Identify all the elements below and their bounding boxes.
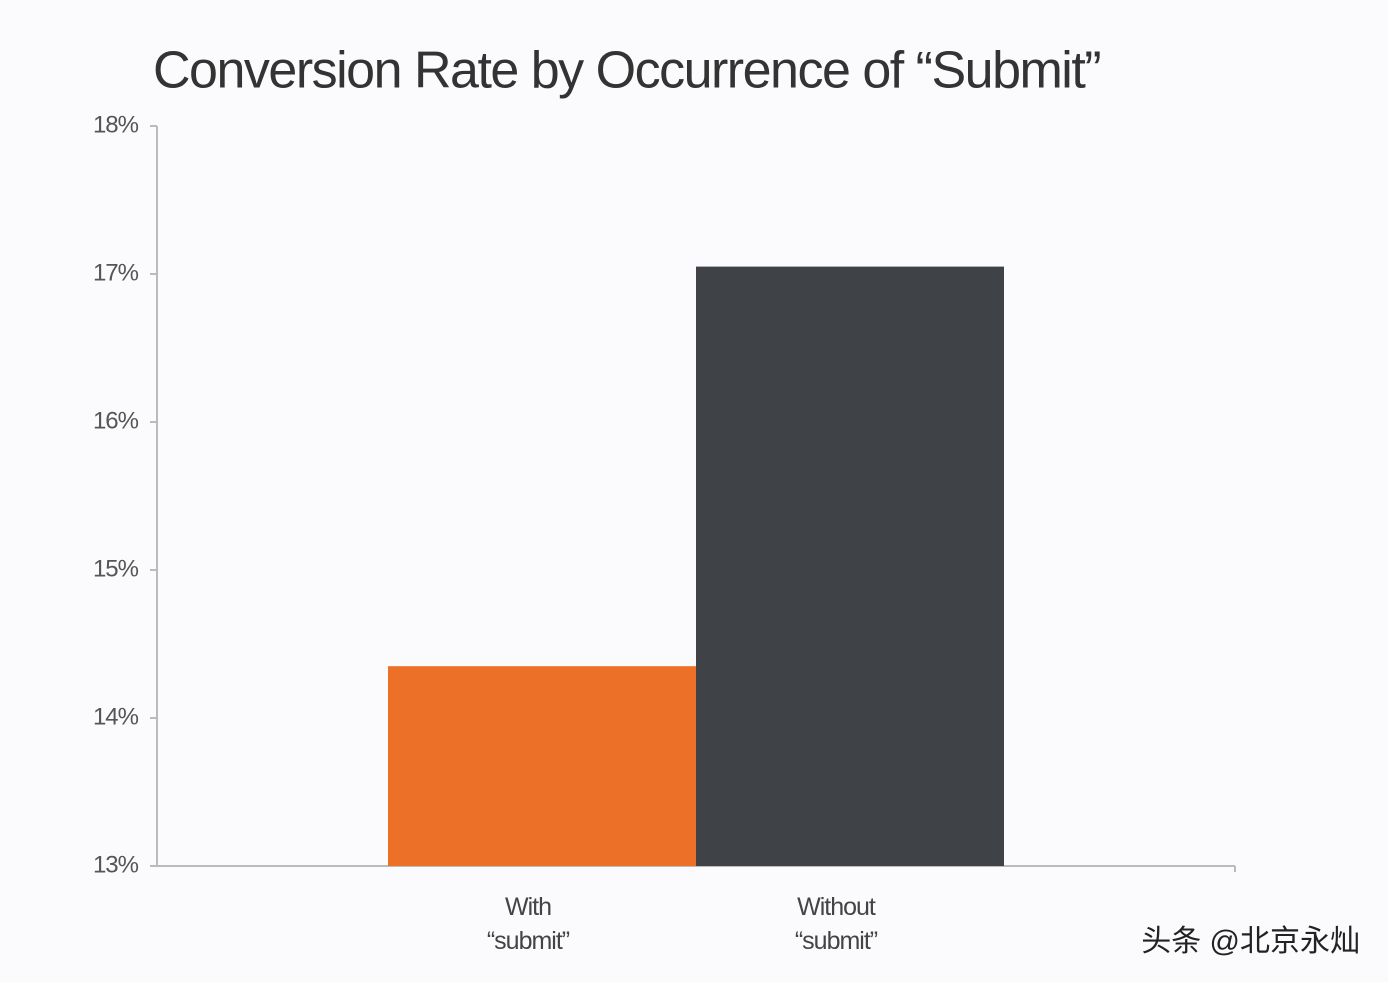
y-tick-label: 18%	[93, 111, 139, 138]
watermark: 头条 @北京永灿	[1141, 925, 1360, 958]
bar	[696, 266, 1004, 867]
y-tick-label: 16%	[93, 407, 139, 434]
x-tick-label: Without “submit”	[794, 893, 878, 955]
y-tick-label: 17%	[93, 259, 139, 286]
bar	[388, 666, 696, 866]
x-tick-label: With “submit”	[486, 893, 570, 955]
chart-title: Conversion Rate by Occurrence of “Submit…	[153, 42, 1100, 100]
y-tick-label: 13%	[93, 851, 139, 878]
y-tick-label: 14%	[93, 703, 139, 730]
y-tick-label: 15%	[93, 555, 139, 582]
